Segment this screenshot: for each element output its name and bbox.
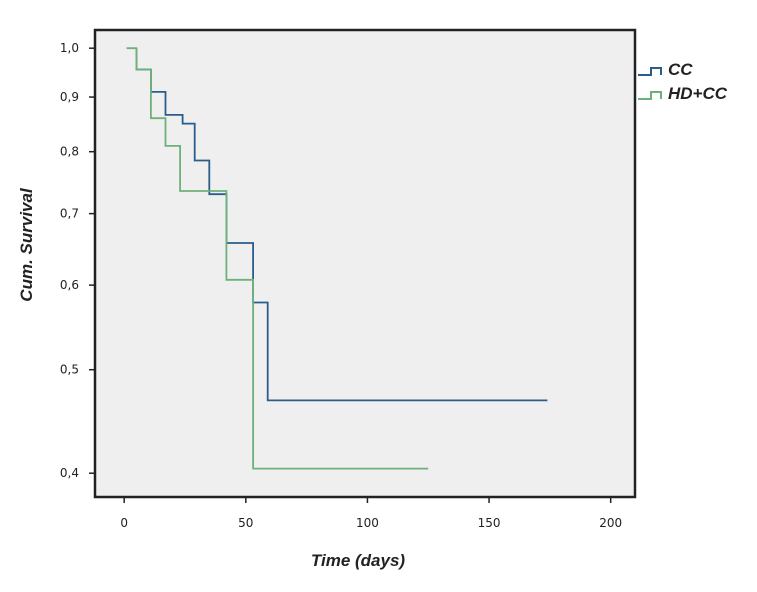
y-tick-label: 0,6 xyxy=(60,278,79,292)
legend: CC HD+CC xyxy=(638,60,728,103)
y-axis-ticks: 1,0 0,9 0,8 0,7 0,6 0,5 0,4 xyxy=(60,41,95,480)
legend-label: HD+CC xyxy=(668,84,728,103)
legend-label: CC xyxy=(668,60,693,79)
y-tick-label: 0,5 xyxy=(60,363,79,377)
series-layer xyxy=(126,47,548,470)
x-tick-label: 200 xyxy=(599,516,622,530)
x-tick-label: 150 xyxy=(478,516,501,530)
x-tick-label: 0 xyxy=(120,516,128,530)
y-axis-title: Cum. Survival xyxy=(17,187,36,302)
x-axis-title: Time (days) xyxy=(311,551,406,570)
x-tick-label: 100 xyxy=(356,516,379,530)
y-tick-label: 0,9 xyxy=(60,90,79,104)
y-tick-label: 0,4 xyxy=(60,466,79,480)
x-tick-label: 50 xyxy=(238,516,253,530)
legend-swatch xyxy=(638,67,662,76)
y-tick-label: 0,7 xyxy=(60,207,79,221)
plot-area xyxy=(93,28,637,499)
series-line-hd-cc xyxy=(126,47,429,470)
y-tick-label: 1,0 xyxy=(60,41,79,55)
x-axis-ticks: 0 50 100 150 200 xyxy=(120,497,622,530)
legend-swatch xyxy=(638,91,662,100)
y-tick-label: 0,8 xyxy=(60,145,79,159)
